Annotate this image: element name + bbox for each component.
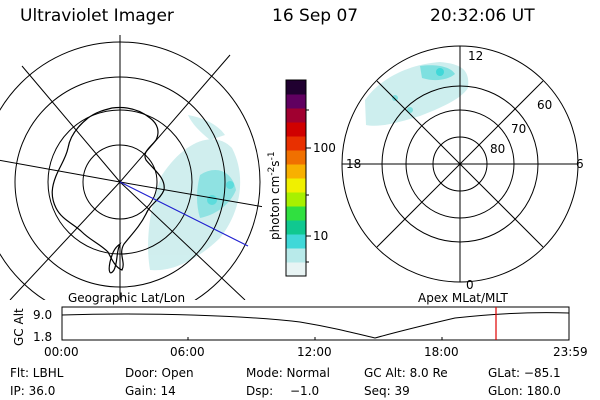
uv-emission-geo-bright [197, 170, 236, 218]
altitude-ytick-top: 9.0 [33, 308, 52, 322]
colorbar-segment [286, 150, 306, 165]
geo-meridians [0, 35, 262, 300]
colorbar-segment [286, 178, 306, 193]
info-sequence: Seq: 39 [364, 384, 410, 398]
altitude-frame [61, 306, 570, 341]
info-geo-longitude: GLon: 180.0 [488, 384, 561, 398]
colorbar-label-100: 100 [313, 141, 336, 155]
info-gain: Gain: 14 [125, 384, 176, 398]
altitude-xtick-4: 23:59 [553, 345, 588, 359]
colorbar-segment [286, 220, 306, 235]
colorbar-segment [286, 248, 306, 263]
apex-map: 12 18 6 0 60 70 80 [341, 45, 584, 292]
info-geo-latitude: GLat: −85.1 [488, 366, 561, 380]
info-dsp-label: Dsp: [246, 384, 274, 398]
info-gc-altitude: GC Alt: 8.0 Re [364, 366, 448, 380]
mlt-label-18: 18 [346, 157, 361, 171]
info-door: Door: Open [125, 366, 194, 380]
date-label: 16 Sep 07 [272, 6, 359, 26]
info-ip: IP: 36.0 [10, 384, 56, 398]
geographic-map [0, 35, 262, 300]
mlat-label-60: 60 [537, 98, 552, 112]
colorbar-segment [286, 192, 306, 207]
mlt-label-12: 12 [468, 49, 483, 63]
satellite-track [119, 181, 249, 247]
altitude-xtick-2: 12:00 [297, 345, 332, 359]
altitude-xtick-3: 18:00 [424, 345, 459, 359]
colorbar-label-10: 10 [313, 229, 328, 243]
instrument-title: Ultraviolet Imager [20, 6, 174, 26]
geo-plot-label: Geographic Lat/Lon [68, 291, 185, 305]
altitude-axis-title: GC Alt [12, 308, 26, 346]
colorbar-frame [285, 79, 307, 277]
apex-mlt-lines [342, 46, 578, 282]
colorbar-segment [286, 122, 306, 137]
colorbar-segment [286, 108, 306, 123]
colorbar-segment [286, 262, 306, 277]
mlat-label-70: 70 [511, 122, 526, 136]
time-label: 20:32:06 UT [430, 6, 535, 26]
altitude-xtick-1: 06:00 [170, 345, 205, 359]
colorbar-segment [286, 80, 306, 95]
colorbar-segment [286, 234, 306, 249]
antarctica-coastline [51, 106, 165, 271]
uv-emission-apex [365, 62, 469, 126]
info-filter: Flt: LBHL [10, 366, 64, 380]
mlt-label-6: 6 [576, 157, 584, 171]
info-mode: Mode: Normal [246, 366, 330, 380]
mlt-label-0: 0 [466, 278, 474, 292]
altitude-x-ticks [187, 337, 443, 340]
altitude-ytick-bottom: 1.8 [33, 330, 52, 344]
colorbar: 100 10 photon cm-2s-1 [267, 79, 336, 277]
altitude-curve [61, 312, 570, 339]
colorbar-segment [286, 94, 306, 109]
colorbar-segments [286, 80, 306, 277]
colorbar-segment [286, 206, 306, 221]
colorbar-unit: photon cm-2s-1 [267, 151, 282, 240]
info-dsp-value: −1.0 [290, 384, 320, 398]
mlat-label-80: 80 [490, 142, 505, 156]
altitude-strip: 9.0 1.8 GC Alt 00:00 06:00 12:00 18:00 2… [12, 306, 588, 359]
peninsula-coastline [108, 242, 122, 274]
altitude-xtick-0: 00:00 [44, 345, 79, 359]
colorbar-segment [286, 136, 306, 151]
apex-plot-label: Apex MLat/MLT [418, 291, 508, 305]
colorbar-segment [286, 164, 306, 179]
